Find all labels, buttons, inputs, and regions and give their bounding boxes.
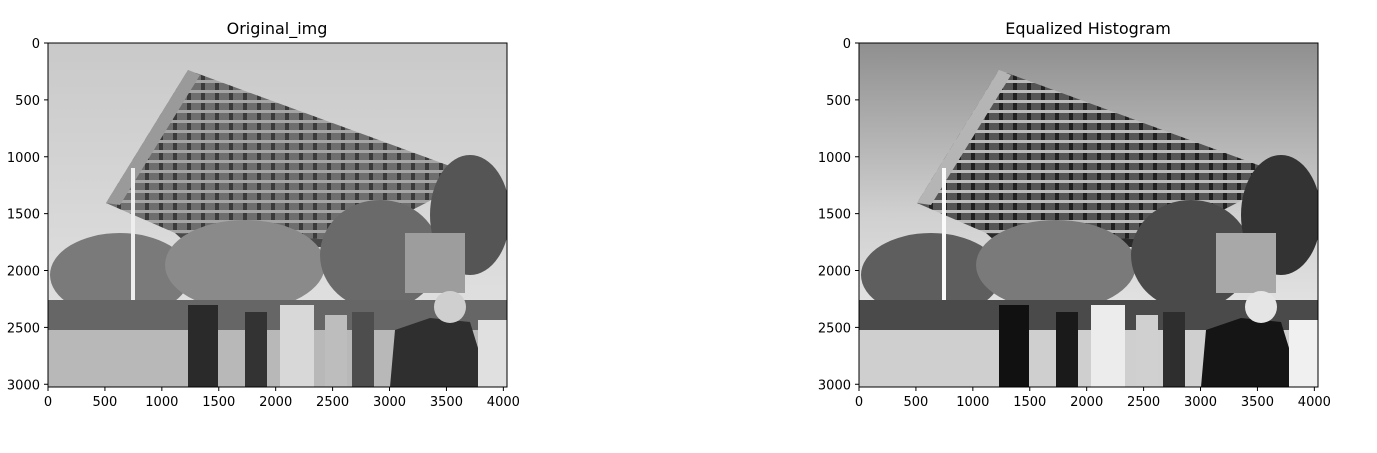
y-tick-label: 0 — [843, 37, 851, 52]
x-tick-label: 3500 — [1241, 395, 1274, 410]
x-tick-label: 2500 — [1127, 395, 1160, 410]
x-tick-label: 2500 — [316, 395, 349, 410]
x-tick-label: 3000 — [1184, 395, 1217, 410]
x-tick-label: 1000 — [145, 395, 178, 410]
y-tick-label: 2500 — [7, 321, 40, 336]
x-tick-label: 1000 — [956, 395, 989, 410]
original-image — [48, 43, 507, 387]
y-tick-label: 1000 — [818, 151, 851, 166]
y-tick-label: 2500 — [818, 321, 851, 336]
equalized-image — [859, 43, 1318, 387]
y-tick-label: 3000 — [818, 378, 851, 393]
x-tick-label: 3500 — [430, 395, 463, 410]
x-tick-label: 500 — [904, 395, 929, 410]
x-tick-label: 1500 — [1013, 395, 1046, 410]
panel-equalized-title: Equalized Histogram — [1005, 19, 1171, 38]
x-tick-label: 2000 — [1070, 395, 1103, 410]
original-axes-frame — [47, 42, 508, 388]
x-tick-label: 0 — [855, 395, 863, 410]
equalized-axes-frame — [858, 42, 1319, 388]
panel-original-title: Original_img — [227, 19, 328, 39]
y-tick-label: 1500 — [7, 208, 40, 223]
y-tick-label: 500 — [15, 94, 40, 109]
panel-equalized: Equalized Histogram — [818, 19, 1331, 410]
panel-original: Original_img — [7, 19, 520, 410]
x-tick-label: 500 — [93, 395, 118, 410]
y-tick-label: 1500 — [818, 208, 851, 223]
x-tick-label: 3000 — [373, 395, 406, 410]
x-tick-label: 0 — [44, 395, 52, 410]
original-axes: 0 500 1000 1500 2000 2500 3000 3500 4000 0 500 1000… — [7, 37, 520, 410]
y-tick-label: 2000 — [7, 265, 40, 280]
x-tick-label: 2000 — [259, 395, 292, 410]
y-tick-label: 500 — [826, 94, 851, 109]
equalized-axes: 0 500 1000 1500 2000 2500 3000 3500 4000 0 500 1000… — [818, 37, 1331, 410]
y-tick-label: 2000 — [818, 265, 851, 280]
x-tick-label: 1500 — [202, 395, 235, 410]
x-tick-label: 4000 — [1298, 395, 1331, 410]
y-tick-label: 0 — [32, 37, 40, 52]
y-tick-label: 3000 — [7, 378, 40, 393]
x-tick-label: 4000 — [487, 395, 520, 410]
y-tick-label: 1000 — [7, 151, 40, 166]
